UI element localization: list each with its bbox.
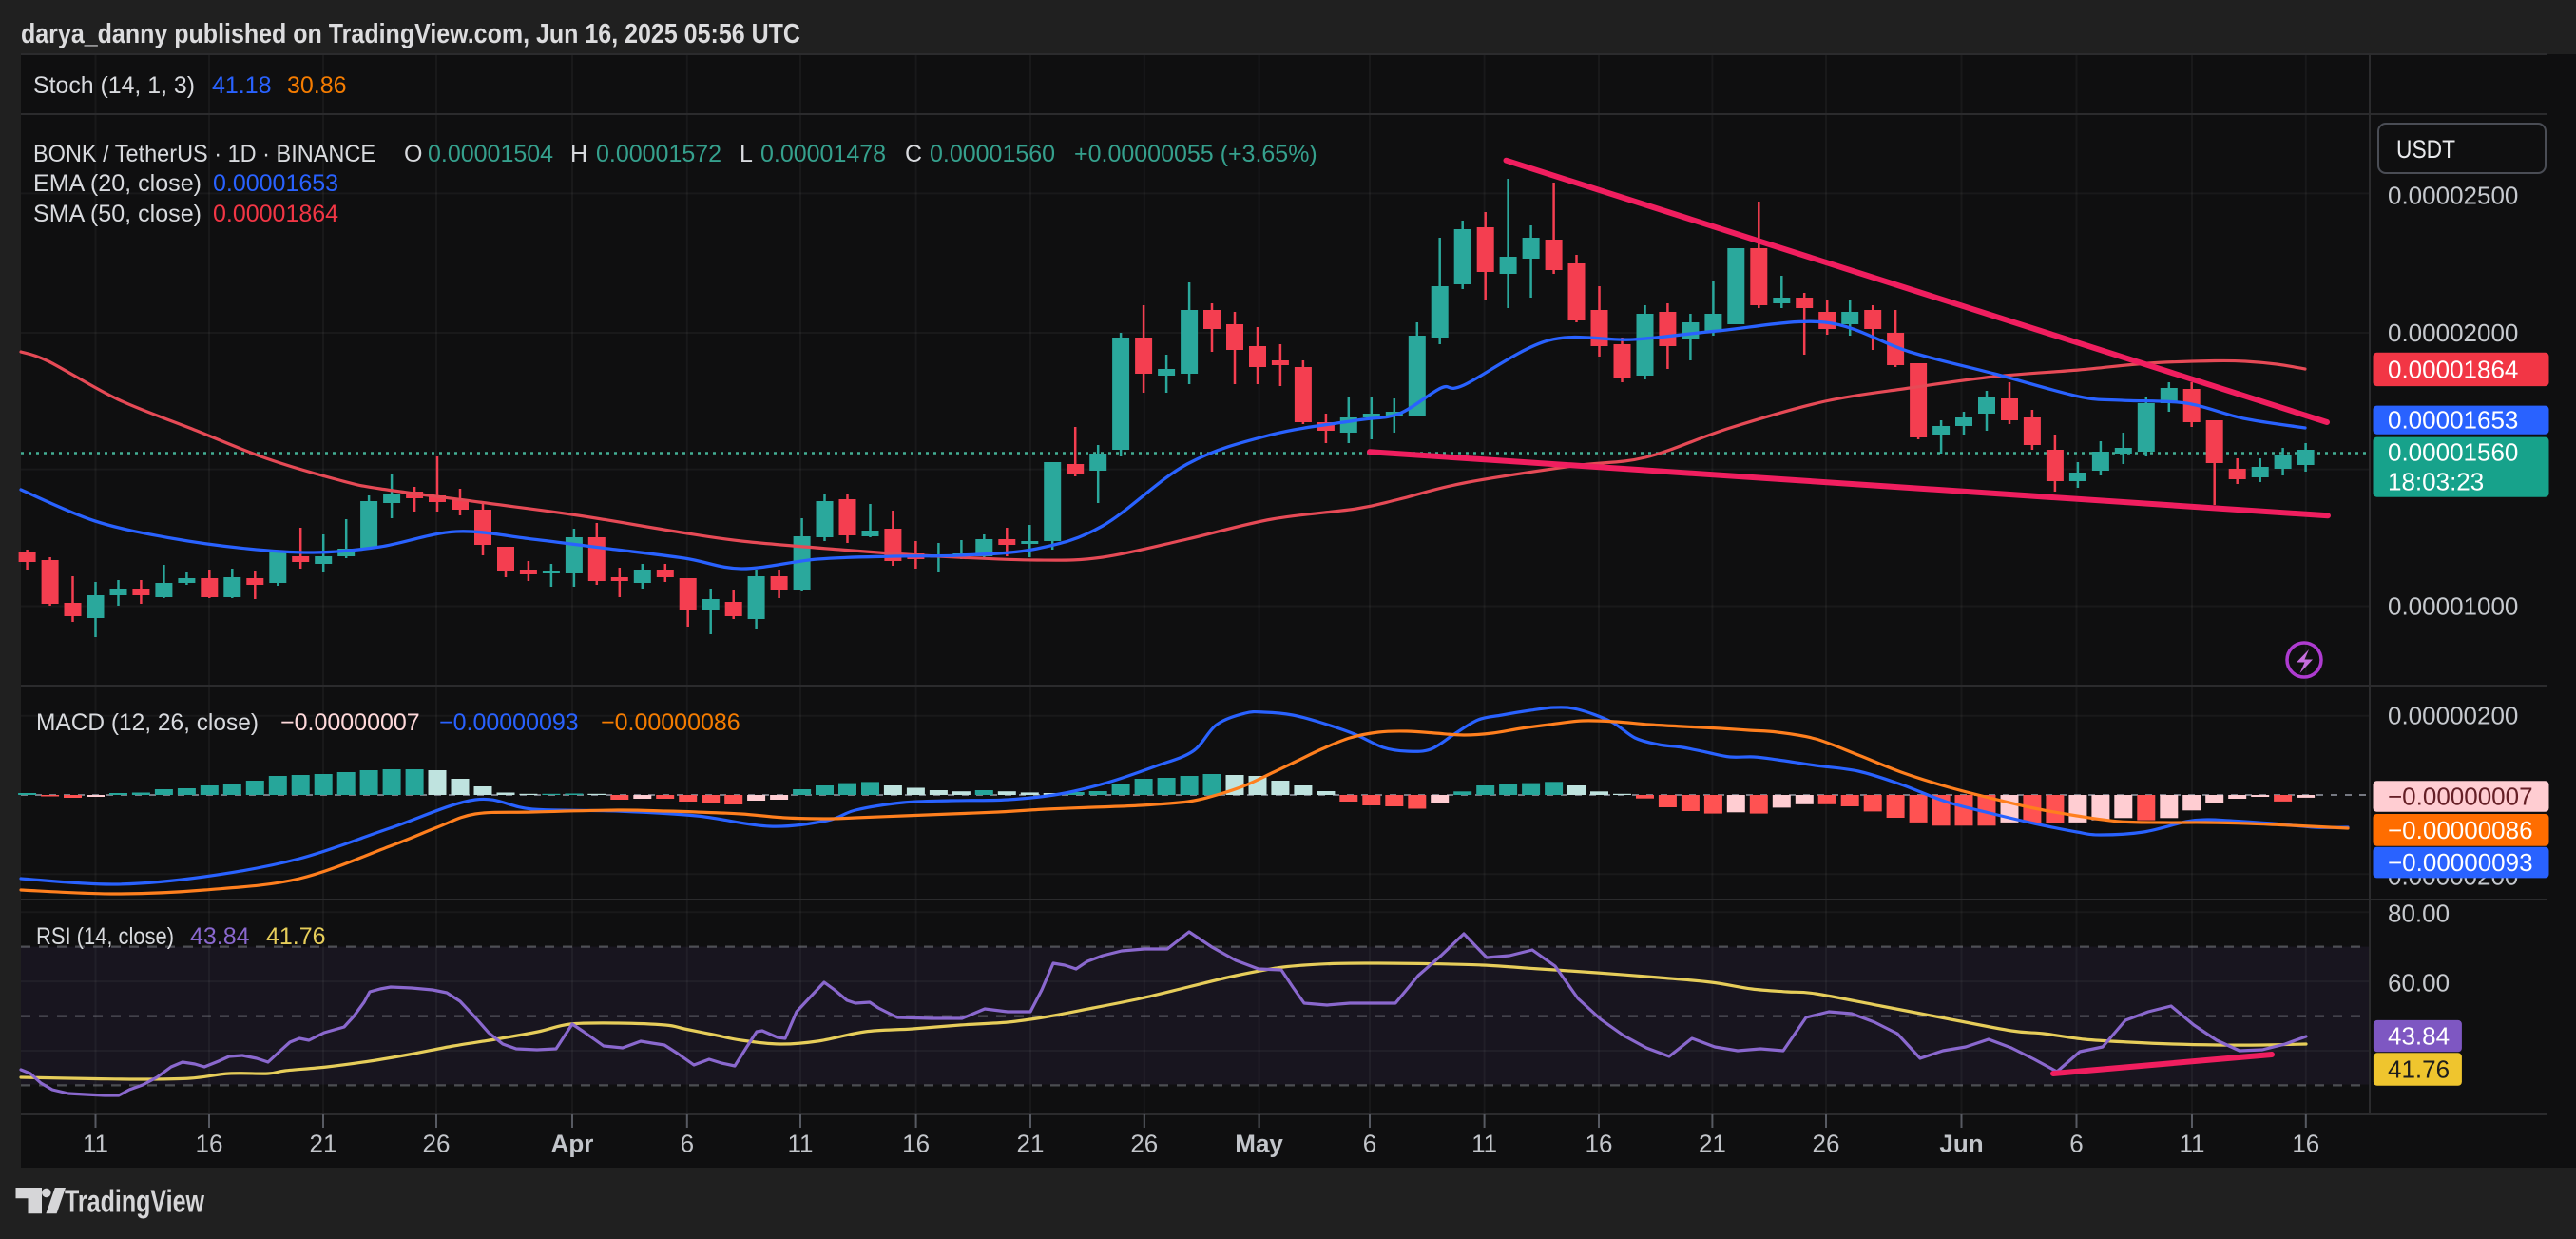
- svg-text:21: 21: [310, 1130, 337, 1158]
- svg-text:darya_danny published on Tradi: darya_danny published on TradingView.com…: [21, 19, 800, 49]
- svg-text:0.00002500: 0.00002500: [2388, 182, 2518, 210]
- svg-text:0.00001560: 0.00001560: [2388, 438, 2518, 467]
- svg-text:60.00: 60.00: [2388, 969, 2450, 997]
- svg-text:C: C: [905, 141, 922, 167]
- svg-text:18:03:23: 18:03:23: [2388, 468, 2484, 496]
- svg-text:41.76: 41.76: [2388, 1055, 2450, 1084]
- svg-text:0.00001504: 0.00001504: [428, 141, 553, 167]
- svg-text:SMA (50, close): SMA (50, close): [33, 201, 202, 227]
- svg-text:MACD (12, 26, close): MACD (12, 26, close): [36, 709, 259, 736]
- svg-text:O: O: [404, 141, 422, 167]
- svg-text:Stoch (14, 1, 3): Stoch (14, 1, 3): [33, 72, 195, 99]
- svg-text:11: 11: [2180, 1130, 2205, 1158]
- svg-text:16: 16: [902, 1130, 930, 1158]
- svg-text:Jun: Jun: [1939, 1130, 1983, 1158]
- svg-text:43.84: 43.84: [190, 923, 250, 950]
- svg-text:16: 16: [1586, 1130, 1613, 1158]
- svg-text:11: 11: [1471, 1130, 1497, 1158]
- svg-text:41.18: 41.18: [212, 72, 272, 99]
- svg-text:0.00002000: 0.00002000: [2388, 319, 2518, 347]
- svg-text:0.00001572: 0.00001572: [596, 141, 721, 167]
- svg-text:26: 26: [423, 1130, 451, 1158]
- svg-text:16: 16: [196, 1130, 223, 1158]
- svg-text:−0.00000093: −0.00000093: [2388, 848, 2533, 877]
- svg-text:6: 6: [681, 1130, 694, 1158]
- svg-text:11: 11: [788, 1130, 814, 1158]
- svg-text:−0.00000007: −0.00000007: [280, 709, 420, 736]
- svg-text:11: 11: [83, 1130, 108, 1158]
- svg-text:0.00000200: 0.00000200: [2388, 702, 2518, 730]
- svg-text:May: May: [1235, 1130, 1283, 1158]
- svg-text:26: 26: [1813, 1130, 1840, 1158]
- svg-text:Apr: Apr: [551, 1130, 594, 1158]
- svg-text:26: 26: [1130, 1130, 1158, 1158]
- svg-text:−0.00000007: −0.00000007: [2388, 783, 2533, 811]
- svg-text:L: L: [740, 141, 753, 167]
- svg-text:41.76: 41.76: [266, 923, 326, 950]
- svg-text:6: 6: [2069, 1130, 2083, 1158]
- svg-text:0.00001864: 0.00001864: [213, 201, 338, 227]
- svg-text:0.00001864: 0.00001864: [2388, 355, 2518, 383]
- svg-text:RSI (14, close): RSI (14, close): [36, 923, 174, 950]
- svg-text:0.00001653: 0.00001653: [2388, 406, 2518, 435]
- svg-text:21: 21: [1699, 1130, 1726, 1158]
- svg-text:30.86: 30.86: [287, 72, 347, 99]
- svg-text:USDT: USDT: [2396, 135, 2455, 164]
- svg-text:43.84: 43.84: [2388, 1022, 2450, 1051]
- svg-text:21: 21: [1017, 1130, 1045, 1158]
- svg-text:−0.00000086: −0.00000086: [2388, 816, 2533, 844]
- svg-text:0.00001478: 0.00001478: [760, 141, 886, 167]
- svg-text:80.00: 80.00: [2388, 899, 2450, 927]
- svg-text:0.00001000: 0.00001000: [2388, 592, 2518, 621]
- svg-text:TradingView: TradingView: [65, 1184, 204, 1219]
- svg-text:H: H: [570, 141, 587, 167]
- svg-text:6: 6: [1363, 1130, 1376, 1158]
- svg-text:0.00001653: 0.00001653: [213, 170, 338, 197]
- svg-text:EMA (20, close): EMA (20, close): [33, 170, 202, 197]
- svg-text:+0.00000055 (+3.65%): +0.00000055 (+3.65%): [1074, 141, 1317, 167]
- svg-text:−0.00000093: −0.00000093: [439, 709, 579, 736]
- svg-text:0.00001560: 0.00001560: [930, 141, 1055, 167]
- svg-text:BONK / TetherUS · 1D · BINANCE: BONK / TetherUS · 1D · BINANCE: [33, 141, 375, 167]
- svg-text:−0.00000086: −0.00000086: [601, 709, 740, 736]
- svg-text:16: 16: [2292, 1130, 2319, 1158]
